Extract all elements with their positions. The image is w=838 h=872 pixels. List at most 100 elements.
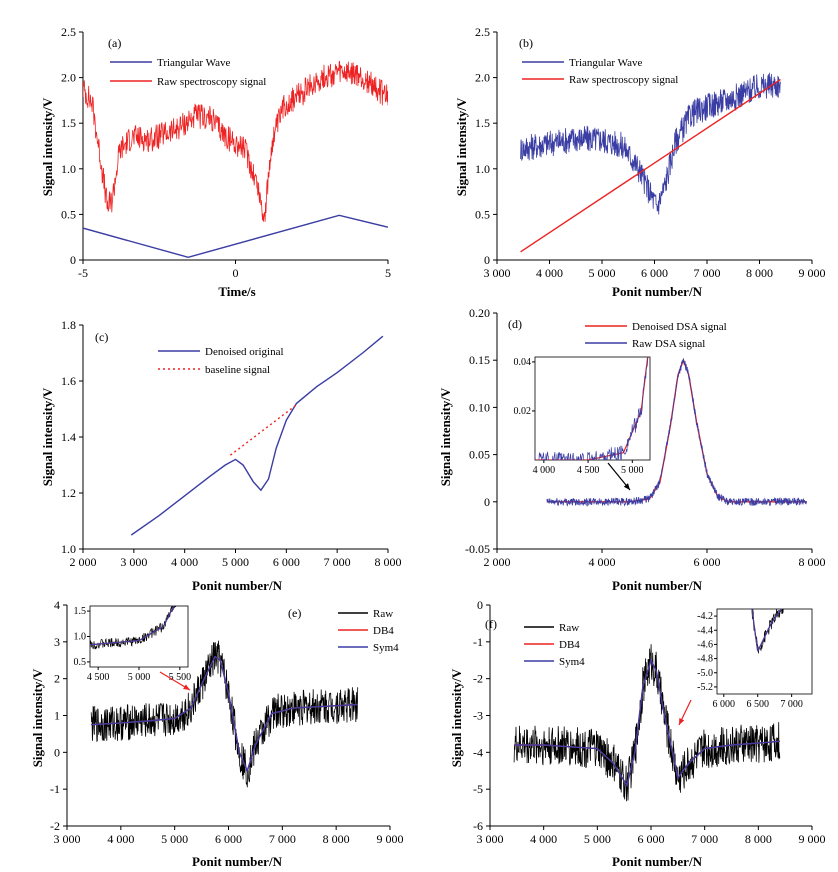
x-tick-label: 4 000 bbox=[107, 832, 134, 846]
panel-d-xlabel: Ponit number/N bbox=[612, 578, 703, 593]
legend-entry: Sym4 bbox=[559, 656, 585, 668]
legend-entry: Raw DSA signal bbox=[632, 338, 705, 350]
x-tick-label: 7 000 bbox=[691, 832, 718, 846]
panel-f-label: (f) bbox=[485, 617, 497, 631]
x-tick-label: 5 000 bbox=[161, 832, 188, 846]
panel-f-xlabel: Ponit number/N bbox=[612, 854, 703, 869]
x-tick-label: 4 000 bbox=[536, 266, 563, 280]
y-tick-label: 0.5 bbox=[475, 207, 490, 221]
legend-entry: Triangular Wave bbox=[157, 57, 230, 69]
panel-d-label: (d) bbox=[508, 317, 522, 331]
panel-e-xlabel: Ponit number/N bbox=[192, 854, 283, 869]
inset-y-tick-label: 0.04 bbox=[514, 357, 532, 368]
y-tick-label: 1.0 bbox=[61, 162, 76, 176]
x-tick-label: 4 000 bbox=[589, 555, 616, 569]
inset-y-tick-label: 1.5 bbox=[74, 606, 87, 617]
x-tick-label: 2 000 bbox=[484, 555, 511, 569]
inset-series-line bbox=[90, 606, 175, 646]
x-tick-label: 6 000 bbox=[638, 832, 665, 846]
inset-series-line bbox=[535, 357, 649, 460]
panel-a-label: (a) bbox=[108, 36, 121, 50]
inset-x-tick-label: 6 500 bbox=[746, 699, 769, 710]
x-tick-label: 7 000 bbox=[694, 266, 721, 280]
x-tick-label: -5 bbox=[78, 266, 88, 280]
inset-y-tick-label: -4.6 bbox=[697, 639, 713, 650]
panel-c-xlabel: Ponit number/N bbox=[192, 578, 283, 593]
y-tick-label: 0 bbox=[484, 495, 490, 509]
series-line-raw-spectroscopy-signal bbox=[520, 78, 781, 253]
y-tick-label: 1.6 bbox=[61, 374, 76, 388]
y-tick-label: 0 bbox=[477, 598, 483, 612]
y-tick-label: 1.0 bbox=[61, 542, 76, 556]
legend-entry: Raw spectroscopy signal bbox=[569, 74, 678, 86]
y-tick-label: 0.5 bbox=[61, 207, 76, 221]
panel-c-label: (c) bbox=[95, 330, 108, 344]
y-tick-label: -2 bbox=[50, 819, 60, 833]
panel-c-chart: (c) Ponit number/N Signal intensity/V 2 … bbox=[40, 318, 402, 593]
y-tick-label: -4 bbox=[473, 745, 483, 759]
series-line-triangular-wave bbox=[83, 214, 388, 259]
inset-x-tick-label: 4 500 bbox=[577, 465, 600, 476]
x-tick-label: 9 000 bbox=[799, 832, 826, 846]
x-tick-label: 8 000 bbox=[375, 555, 402, 569]
inset-y-tick-label: -4.4 bbox=[697, 625, 713, 636]
legend-entry: baseline signal bbox=[205, 364, 270, 376]
inset-frame bbox=[89, 605, 189, 668]
inset-frame bbox=[716, 608, 813, 695]
y-tick-label: 2.0 bbox=[61, 71, 76, 85]
x-tick-label: 3 000 bbox=[120, 555, 147, 569]
inset-x-tick-label: 5 500 bbox=[169, 672, 192, 683]
y-tick-label: 1 bbox=[54, 709, 60, 723]
series-line-raw-dsa-signal bbox=[546, 357, 807, 507]
x-tick-label: 5 000 bbox=[589, 266, 616, 280]
panel-b-chart: (b) Ponit number/N Signal intensity/V 3 … bbox=[454, 25, 826, 299]
y-tick-label: 0.05 bbox=[469, 448, 490, 462]
y-tick-label: 2.5 bbox=[475, 25, 490, 39]
inset-x-tick-label: 5 000 bbox=[128, 672, 151, 683]
inset-pointer-arrowhead bbox=[623, 483, 630, 490]
panel-b-xlabel: Ponit number/N bbox=[612, 284, 703, 299]
x-tick-label: 5 000 bbox=[222, 555, 249, 569]
inset-pointer-arrowhead bbox=[183, 684, 190, 690]
x-tick-label: 3 000 bbox=[477, 832, 504, 846]
legend-entry: Denoised original bbox=[205, 346, 284, 358]
series-line-baseline-signal bbox=[229, 404, 297, 456]
series-line-sym4 bbox=[91, 655, 358, 773]
x-tick-label: 4 000 bbox=[530, 832, 557, 846]
x-tick-label: 0 bbox=[233, 266, 239, 280]
x-tick-label: 6 000 bbox=[273, 555, 300, 569]
y-tick-label: 0.15 bbox=[469, 353, 490, 367]
panel-f-ylabel: Signal intensity/V bbox=[449, 668, 464, 767]
x-tick-label: 8 000 bbox=[323, 832, 350, 846]
y-tick-label: -1 bbox=[473, 635, 483, 649]
inset-x-tick-label: 7 000 bbox=[780, 699, 803, 710]
panel-a-chart: (a) Time/s Signal intensity/V -5 0 500.51.… bbox=[40, 25, 391, 299]
legend-entry: Sym4 bbox=[373, 642, 399, 654]
x-tick-label: 9 000 bbox=[377, 832, 404, 846]
inset-frame bbox=[534, 356, 651, 461]
panel-e-chart: (e) Ponit number/N Signal intensity/V 3 … bbox=[30, 598, 404, 869]
x-tick-label: 4 000 bbox=[171, 555, 198, 569]
x-tick-label: 5 000 bbox=[584, 832, 611, 846]
y-tick-label: -6 bbox=[473, 819, 483, 833]
x-tick-label: 6 000 bbox=[694, 555, 721, 569]
panel-b-ylabel: Signal intensity/V bbox=[454, 97, 469, 196]
y-tick-label: 0 bbox=[70, 253, 76, 267]
x-tick-label: 3 000 bbox=[484, 266, 511, 280]
inset-x-tick-label: 4 000 bbox=[533, 465, 556, 476]
inset-y-tick-label: 0.5 bbox=[74, 657, 87, 668]
x-tick-label: 5 bbox=[385, 266, 391, 280]
x-tick-label: 6 000 bbox=[215, 832, 242, 846]
y-tick-label: 1.4 bbox=[61, 430, 76, 444]
x-tick-label: 9 000 bbox=[799, 266, 826, 280]
y-tick-label: 1.5 bbox=[475, 116, 490, 130]
y-tick-label: 1.5 bbox=[61, 116, 76, 130]
panel-e-label: (e) bbox=[288, 606, 301, 620]
series-line-raw bbox=[513, 644, 781, 802]
x-tick-label: 8 000 bbox=[745, 832, 772, 846]
panel-b-label: (b) bbox=[519, 36, 533, 50]
legend-entry: Denoised DSA signal bbox=[632, 321, 727, 333]
x-tick-label: 8 000 bbox=[746, 266, 773, 280]
y-tick-label: 0 bbox=[54, 745, 60, 759]
